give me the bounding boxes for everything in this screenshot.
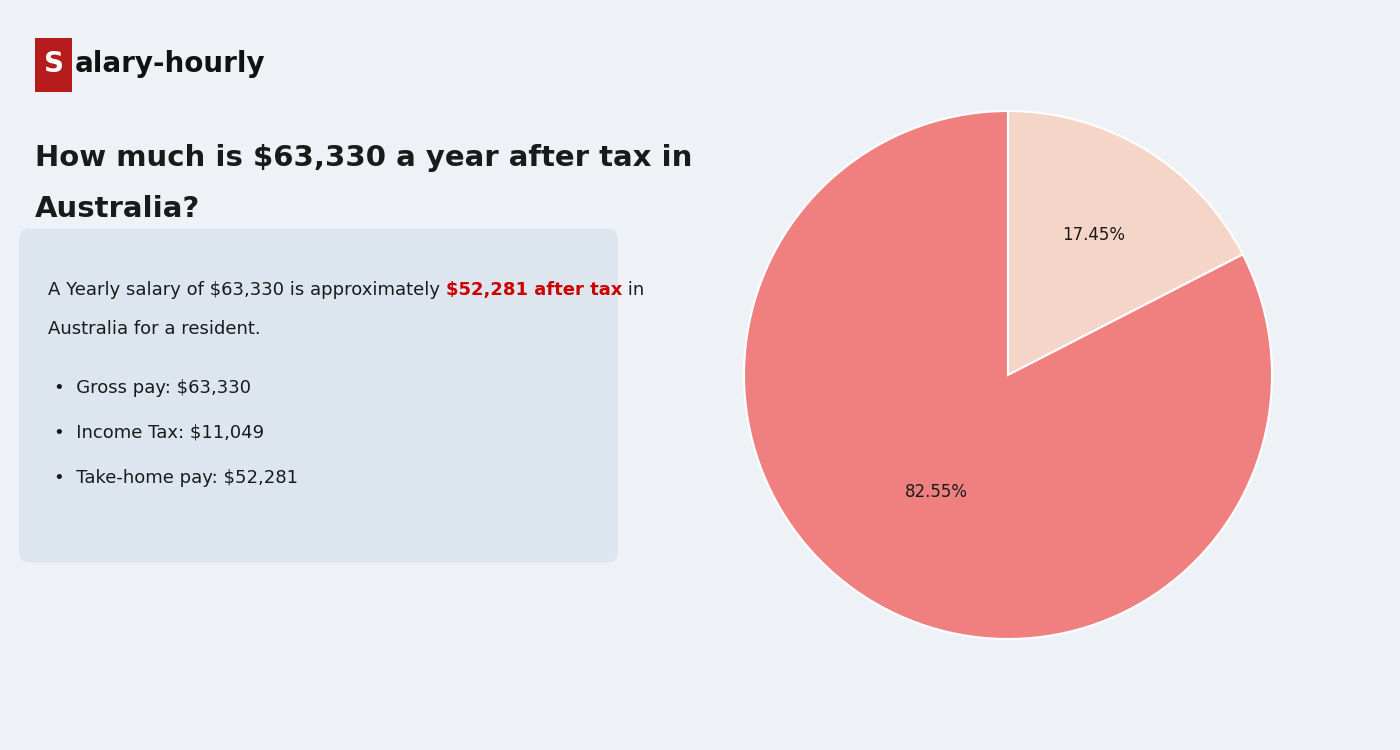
Text: How much is $63,330 a year after tax in: How much is $63,330 a year after tax in (35, 144, 693, 172)
Text: alary-hourly: alary-hourly (76, 50, 266, 79)
Text: A Yearly salary of $63,330 is approximately: A Yearly salary of $63,330 is approximat… (48, 281, 445, 299)
Text: in: in (622, 281, 644, 299)
Text: •  Take-home pay: $52,281: • Take-home pay: $52,281 (55, 469, 298, 487)
FancyBboxPatch shape (20, 229, 617, 562)
Text: 17.45%: 17.45% (1061, 226, 1124, 244)
Text: $52,281 after tax: $52,281 after tax (445, 281, 622, 299)
FancyBboxPatch shape (35, 38, 71, 92)
Text: 82.55%: 82.55% (904, 483, 967, 501)
Text: •  Gross pay: $63,330: • Gross pay: $63,330 (55, 379, 251, 397)
Wedge shape (743, 111, 1273, 639)
Text: •  Income Tax: $11,049: • Income Tax: $11,049 (55, 424, 265, 442)
Text: Australia for a resident.: Australia for a resident. (48, 320, 260, 338)
Wedge shape (1008, 111, 1243, 375)
Text: Australia?: Australia? (35, 195, 200, 223)
Text: S: S (43, 50, 63, 79)
